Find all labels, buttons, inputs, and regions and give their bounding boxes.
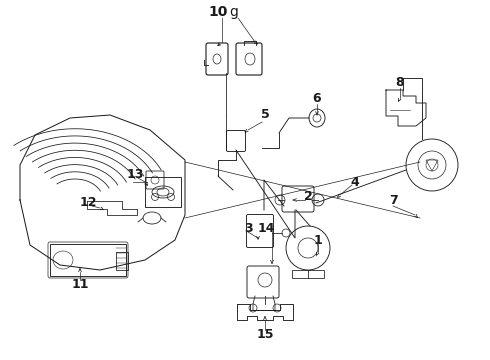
Text: 5: 5	[261, 108, 270, 122]
Text: g: g	[229, 5, 239, 19]
Bar	[292, 270, 324, 278]
Text: 7: 7	[389, 194, 397, 207]
Bar	[116, 252, 128, 270]
Text: 10: 10	[208, 5, 228, 19]
Text: 1: 1	[314, 234, 322, 247]
Text: 15: 15	[256, 328, 274, 342]
Text: 11: 11	[71, 279, 89, 292]
Text: 2: 2	[304, 189, 313, 202]
Text: 6: 6	[313, 91, 321, 104]
Text: 13: 13	[126, 168, 144, 181]
Text: 12: 12	[79, 195, 97, 208]
Bar	[50, 244, 126, 276]
Text: 4: 4	[351, 175, 359, 189]
Text: 8: 8	[396, 76, 404, 89]
Text: 14: 14	[257, 221, 275, 234]
Text: 3: 3	[244, 221, 252, 234]
Bar	[145, 177, 181, 207]
